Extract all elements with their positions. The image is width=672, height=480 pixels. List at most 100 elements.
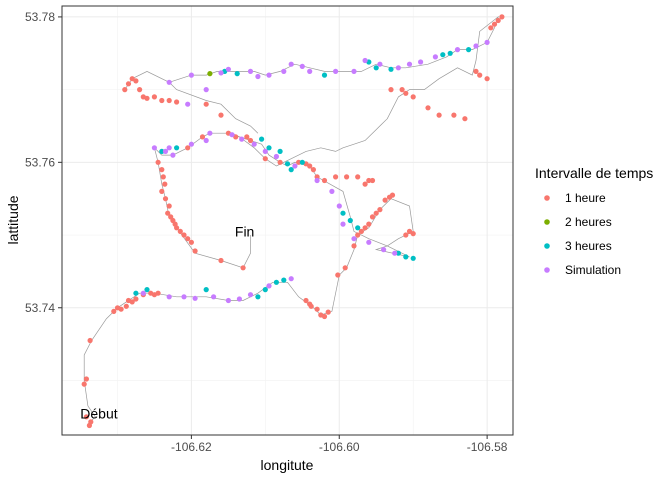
data-point <box>382 197 388 203</box>
y-tick-label: 53.76 <box>25 155 55 169</box>
data-point <box>207 71 213 77</box>
annotation-label: Début <box>80 405 117 421</box>
data-point <box>403 254 409 260</box>
data-point <box>425 105 431 111</box>
data-point <box>255 294 261 300</box>
data-point <box>247 68 254 74</box>
data-point <box>123 303 129 309</box>
data-point <box>284 161 291 167</box>
data-point <box>403 90 409 96</box>
data-point <box>159 167 165 173</box>
data-point <box>292 163 298 169</box>
data-point <box>181 294 187 300</box>
data-point <box>266 145 272 151</box>
trajectory-path <box>169 15 499 167</box>
data-point <box>259 136 265 142</box>
data-point <box>333 68 339 74</box>
data-point <box>185 101 191 107</box>
data-point <box>234 71 240 77</box>
data-point <box>373 65 379 71</box>
data-point <box>166 145 172 151</box>
data-point <box>277 148 283 154</box>
data-point <box>314 177 320 184</box>
legend-title: Intervalle de temps <box>535 165 653 181</box>
data-point <box>451 112 457 118</box>
data-point <box>174 225 180 231</box>
data-point <box>314 174 320 180</box>
data-point <box>388 66 394 72</box>
data-point <box>351 68 357 74</box>
data-point <box>160 174 166 180</box>
data-point <box>351 236 357 242</box>
data-point <box>288 276 294 282</box>
data-point <box>165 210 171 216</box>
legend-key <box>544 195 550 201</box>
data-point <box>218 70 224 76</box>
data-point <box>239 136 245 142</box>
data-point <box>277 159 283 165</box>
data-point <box>281 68 287 74</box>
data-point <box>133 296 139 302</box>
data-point <box>151 94 157 100</box>
data-point <box>262 287 268 293</box>
data-point <box>118 306 124 312</box>
data-point <box>321 177 328 184</box>
data-point <box>381 247 387 253</box>
data-point <box>395 250 401 256</box>
data-point <box>351 243 357 249</box>
data-point <box>144 287 150 293</box>
y-tick-label: 53.78 <box>25 10 55 24</box>
legend: Intervalle de temps 1 heure 2 heures 3 heu… <box>535 165 653 277</box>
data-point <box>344 174 350 180</box>
data-point <box>340 221 346 227</box>
data-point <box>325 309 331 315</box>
data-point <box>335 272 341 278</box>
data-point <box>159 148 165 154</box>
trajectory-path <box>124 71 259 134</box>
data-point <box>495 17 501 24</box>
data-point <box>410 94 416 100</box>
data-point <box>366 177 372 184</box>
data-point <box>288 167 294 173</box>
data-point <box>240 265 246 271</box>
data-point <box>188 72 194 78</box>
data-point <box>225 66 231 72</box>
data-point <box>188 141 194 147</box>
data-point <box>159 188 165 194</box>
data-point <box>392 250 398 256</box>
data-point <box>440 52 446 58</box>
data-point <box>203 101 209 107</box>
y-tick-label: 53.74 <box>25 301 55 315</box>
data-point <box>207 130 213 136</box>
data-point <box>454 47 461 53</box>
data-point <box>355 225 361 231</box>
series-2-heures <box>207 71 213 77</box>
data-point <box>484 76 490 82</box>
data-point <box>236 296 242 302</box>
data-point <box>336 203 342 209</box>
data-point <box>137 87 143 93</box>
data-point <box>377 207 383 213</box>
data-point <box>174 99 180 105</box>
legend-label: Simulation <box>565 263 621 277</box>
data-point <box>329 188 335 194</box>
data-point <box>203 87 209 93</box>
x-tick-label: -106.58 <box>467 440 508 454</box>
data-point <box>355 174 361 180</box>
data-point <box>466 47 472 53</box>
data-point <box>488 25 494 31</box>
data-point <box>159 97 165 104</box>
data-point <box>366 239 372 245</box>
data-point <box>177 228 183 234</box>
data-point <box>273 153 279 160</box>
data-point <box>129 299 135 305</box>
data-point <box>225 297 231 304</box>
data-point <box>251 141 257 147</box>
data-point <box>473 68 479 74</box>
data-point <box>255 73 261 80</box>
data-point <box>266 283 272 289</box>
data-point <box>333 174 339 180</box>
data-point <box>491 21 498 27</box>
data-point <box>199 134 206 140</box>
data-point <box>321 313 328 320</box>
